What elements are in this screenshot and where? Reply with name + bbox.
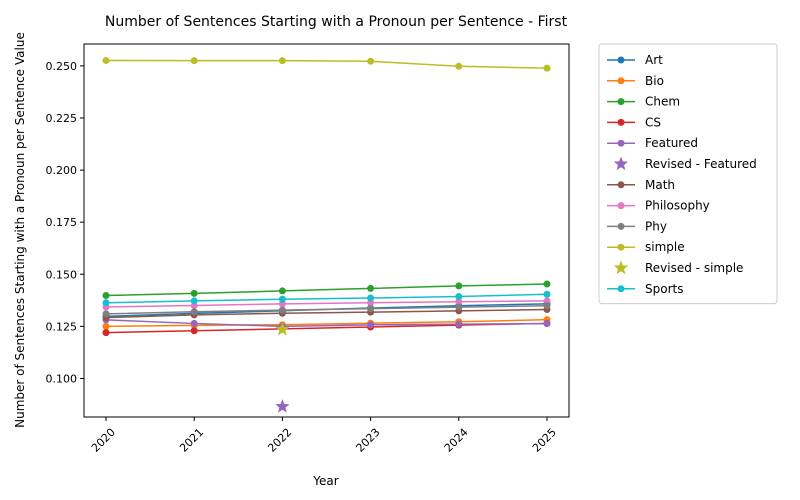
legend-label-philosophy: Philosophy bbox=[645, 199, 710, 213]
x-tick-label: 2021 bbox=[177, 426, 206, 455]
data-point-simple bbox=[367, 57, 375, 65]
y-tick-label: 0.100 bbox=[46, 372, 78, 385]
data-point-chem bbox=[455, 282, 463, 290]
legend-marker-featured bbox=[617, 139, 625, 147]
y-tick-label: 0.175 bbox=[46, 216, 78, 229]
legend-label-simple: simple bbox=[645, 240, 685, 254]
series-line-featured bbox=[105, 319, 548, 328]
legend-box bbox=[598, 43, 778, 305]
x-tick-label: 2025 bbox=[530, 426, 559, 455]
x-axis: 2020 2021 2022 2023 2024 2025 bbox=[89, 417, 559, 455]
data-point-chem bbox=[543, 280, 551, 288]
legend-marker-cs bbox=[617, 118, 625, 126]
plot-markers bbox=[102, 56, 551, 413]
data-point-featured bbox=[543, 320, 551, 328]
data-point-simple bbox=[543, 64, 551, 72]
legend-marker-sports bbox=[617, 285, 625, 293]
data-point-philosophy bbox=[543, 297, 551, 305]
legend-marker-revised-simple bbox=[613, 260, 629, 275]
data-point-sports bbox=[102, 299, 110, 307]
data-point-sports bbox=[190, 297, 198, 305]
legend-marker-phy bbox=[617, 222, 625, 230]
data-point-chem bbox=[278, 287, 286, 295]
y-tick-label: 0.225 bbox=[46, 112, 78, 125]
legend-label-chem: Chem bbox=[645, 95, 680, 109]
y-tick-label: 0.150 bbox=[46, 268, 78, 281]
legend-marker-philosophy bbox=[617, 202, 625, 210]
plot-frame bbox=[83, 43, 570, 418]
data-point-phy bbox=[543, 302, 551, 310]
data-point-chem bbox=[102, 292, 110, 300]
x-tick-label: 2022 bbox=[265, 426, 294, 455]
legend-label-revised-featured: Revised - Featured bbox=[645, 157, 757, 171]
data-point-cs bbox=[102, 329, 110, 337]
data-point-simple bbox=[455, 62, 463, 70]
y-tick-label: 0.125 bbox=[46, 320, 78, 333]
chart-title: Number of Sentences Starting with a Pron… bbox=[105, 14, 568, 30]
legend-marker-revised-featured bbox=[613, 156, 629, 171]
legend-marker-chem bbox=[617, 98, 625, 106]
y-tick-label: 0.200 bbox=[46, 164, 78, 177]
series-line-bio bbox=[105, 318, 548, 328]
legend-marker-simple bbox=[617, 243, 625, 251]
legend-label-cs: CS bbox=[645, 115, 661, 129]
series-line-chem bbox=[105, 283, 548, 297]
series-line-sports bbox=[105, 293, 548, 304]
series-line-simple bbox=[105, 59, 548, 69]
data-point-phy bbox=[455, 303, 463, 311]
data-point-phy bbox=[367, 305, 375, 313]
plot-lines bbox=[105, 59, 548, 334]
data-point-simple bbox=[190, 57, 198, 65]
data-point-simple bbox=[278, 57, 286, 65]
y-axis-label: Number of Sentences Starting with a Pron… bbox=[13, 32, 27, 428]
series-line-math bbox=[105, 308, 548, 319]
star-marker-revised-featured bbox=[275, 399, 290, 413]
series-line-phy bbox=[105, 304, 548, 315]
data-point-sports bbox=[543, 290, 551, 298]
series-line-philosophy bbox=[105, 300, 548, 308]
legend-label-art: Art bbox=[645, 53, 663, 67]
legend-marker-bio bbox=[617, 77, 625, 85]
x-tick-label: 2023 bbox=[354, 426, 383, 455]
data-point-cs bbox=[190, 327, 198, 335]
legend: Art Bio Chem CS Featured Revised - Featured Ma… bbox=[598, 43, 778, 305]
legend-label-math: Math bbox=[645, 178, 675, 192]
legend-marker-math bbox=[617, 181, 625, 189]
x-tick-label: 2024 bbox=[442, 426, 471, 455]
series-line-cs bbox=[105, 322, 548, 334]
data-point-sports bbox=[278, 295, 286, 303]
x-tick-label: 2020 bbox=[89, 426, 118, 455]
legend-label-phy: Phy bbox=[645, 219, 667, 233]
data-point-chem bbox=[367, 284, 375, 292]
data-point-phy bbox=[278, 306, 286, 314]
data-point-phy bbox=[102, 310, 110, 318]
data-point-featured bbox=[190, 319, 198, 327]
legend-marker-art bbox=[617, 56, 625, 64]
legend-label-featured: Featured bbox=[645, 136, 698, 150]
star-marker-revised-simple bbox=[275, 321, 290, 336]
y-axis: 0.100 0.125 0.150 0.175 0.200 0.225 0.250 bbox=[46, 60, 84, 385]
data-point-sports bbox=[367, 294, 375, 302]
data-point-simple bbox=[102, 56, 110, 64]
legend-label-revised-simple: Revised - simple bbox=[645, 261, 743, 275]
x-axis-label: Year bbox=[312, 474, 338, 488]
data-point-chem bbox=[190, 289, 198, 297]
data-point-sports bbox=[455, 293, 463, 301]
legend-label-sports: Sports bbox=[645, 282, 683, 296]
data-point-philosophy bbox=[455, 298, 463, 306]
legend-label-bio: Bio bbox=[645, 74, 664, 88]
data-point-phy bbox=[190, 308, 198, 316]
data-point-philosophy bbox=[367, 299, 375, 307]
data-point-featured bbox=[367, 321, 375, 329]
y-tick-label: 0.250 bbox=[46, 60, 78, 73]
data-point-featured bbox=[455, 320, 463, 328]
data-point-bio bbox=[102, 322, 110, 330]
